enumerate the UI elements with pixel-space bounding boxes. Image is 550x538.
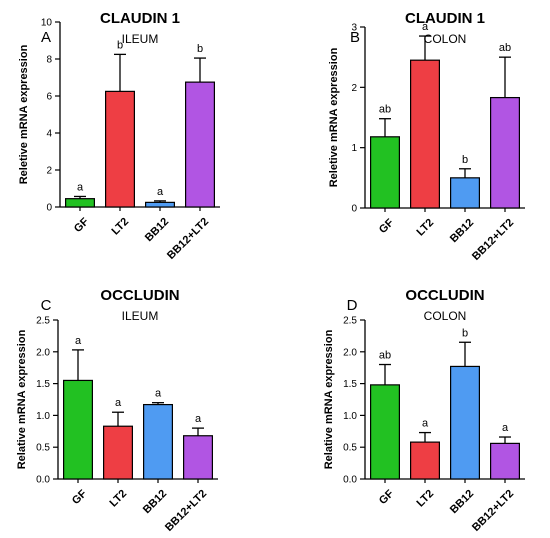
panel-subtitle: COLON xyxy=(424,309,467,323)
x-tick-label: LT2 xyxy=(414,488,436,510)
bar xyxy=(102,425,133,480)
y-tick-label: 0.0 xyxy=(343,475,357,486)
x-tick-label: LT2 xyxy=(107,488,129,510)
y-tick-label: 1.0 xyxy=(36,411,50,422)
x-tick-label: BB12 xyxy=(143,216,171,244)
significance-label: a xyxy=(115,397,122,409)
y-tick-label: 0 xyxy=(351,204,357,215)
bar xyxy=(104,90,135,208)
panel-title: OCCLUDIN xyxy=(405,287,484,304)
y-tick-label: 1.5 xyxy=(36,379,50,390)
significance-label: a xyxy=(195,413,202,425)
panel-title: CLAUDIN 1 xyxy=(100,10,180,27)
bar xyxy=(145,201,176,208)
bar xyxy=(370,136,401,209)
chart-panel-d: OCCLUDIN COLON D 0.0 0.5 1.0 1.5 2.0 2.5 Relative… xyxy=(323,287,525,534)
x-tick-label: BB12 xyxy=(141,488,169,516)
y-axis-label: Relative mRNA expression xyxy=(323,329,335,469)
y-tick-label: 1.5 xyxy=(343,379,357,390)
x-tick-label: BB12+LT2 xyxy=(165,216,211,262)
x-tick-label: BB12+LT2 xyxy=(470,217,516,263)
significance-label: a xyxy=(502,422,509,434)
bar xyxy=(450,177,481,209)
panel-letter: D xyxy=(347,297,358,314)
significance-label: b xyxy=(462,327,468,339)
panel-letter: C xyxy=(41,297,52,314)
y-tick-label: 0.5 xyxy=(36,443,50,454)
y-tick-label: 1.0 xyxy=(343,411,357,422)
x-tick-label: BB12 xyxy=(448,217,476,245)
y-tick-label: 2.5 xyxy=(36,316,50,327)
bar xyxy=(183,435,214,480)
y-tick-label: 4 xyxy=(46,129,52,140)
significance-label: a xyxy=(155,388,162,400)
y-tick-label: 0.0 xyxy=(36,475,50,486)
panel-letter: A xyxy=(41,29,51,46)
bar xyxy=(490,442,521,480)
significance-label: a xyxy=(75,335,82,347)
panel-subtitle: ILEUM xyxy=(122,309,159,323)
y-tick-label: 10 xyxy=(41,18,53,29)
y-tick-label: 2 xyxy=(46,166,52,177)
bar xyxy=(410,59,441,209)
significance-label: a xyxy=(422,418,429,430)
significance-label: b xyxy=(462,154,468,166)
bar xyxy=(490,96,521,209)
x-tick-label: GF xyxy=(377,217,396,236)
significance-label: a xyxy=(77,181,84,193)
y-axis-label: Reletive mRNA expression xyxy=(328,47,340,187)
x-tick-label: BB12+LT2 xyxy=(470,488,516,534)
significance-label: ab xyxy=(499,42,511,54)
x-tick-label: BB12+LT2 xyxy=(163,488,209,534)
bar xyxy=(410,441,441,480)
y-tick-label: 0.5 xyxy=(343,443,357,454)
y-tick-label: 1 xyxy=(351,143,357,154)
panel-title: OCCLUDIN xyxy=(100,287,179,304)
y-tick-label: 3 xyxy=(351,23,357,34)
bar xyxy=(370,384,401,480)
y-axis-label: Relative mRNA expression xyxy=(16,329,28,469)
x-tick-label: BB12 xyxy=(448,488,476,516)
y-tick-label: 2.5 xyxy=(343,316,357,327)
y-tick-label: 2 xyxy=(351,83,357,94)
x-tick-label: GF xyxy=(70,488,89,507)
y-tick-label: 8 xyxy=(46,55,52,66)
x-tick-label: LT2 xyxy=(414,217,436,239)
significance-label: ab xyxy=(379,104,391,116)
significance-label: a xyxy=(422,21,429,33)
chart-panel-b: CLAUDIN 1 COLON B 0 1 2 3 Reletive mRNA express… xyxy=(328,10,525,263)
y-axis-label: Reletive mRNA expression xyxy=(18,44,30,184)
bar xyxy=(62,379,93,480)
bar xyxy=(450,365,481,480)
x-tick-label: GF xyxy=(377,488,396,507)
chart-panel-c: OCCLUDIN ILEUM C 0.0 0.5 1.0 1.5 2.0 2.5 Relative… xyxy=(16,287,218,534)
x-tick-label: GF xyxy=(72,216,91,235)
panel-subtitle: COLON xyxy=(424,32,467,46)
significance-label: ab xyxy=(379,350,391,362)
significance-label: a xyxy=(157,186,164,198)
y-tick-label: 0 xyxy=(46,203,52,214)
significance-label: b xyxy=(117,39,123,51)
bar xyxy=(143,403,174,480)
bar xyxy=(185,81,216,208)
y-tick-label: 2.0 xyxy=(343,347,357,358)
significance-label: b xyxy=(197,43,203,55)
panel-title: CLAUDIN 1 xyxy=(405,10,485,27)
y-tick-label: 6 xyxy=(46,92,52,103)
x-tick-label: LT2 xyxy=(109,216,131,238)
chart-panel-a: CLAUDIN 1 ILEUM A 0 2 4 6 8 10 Reletive mRNA expr… xyxy=(18,10,220,262)
y-tick-label: 2.0 xyxy=(36,347,50,358)
bar xyxy=(64,198,95,208)
panel-subtitle: ILEUM xyxy=(122,32,159,46)
panel-letter: B xyxy=(350,29,360,46)
